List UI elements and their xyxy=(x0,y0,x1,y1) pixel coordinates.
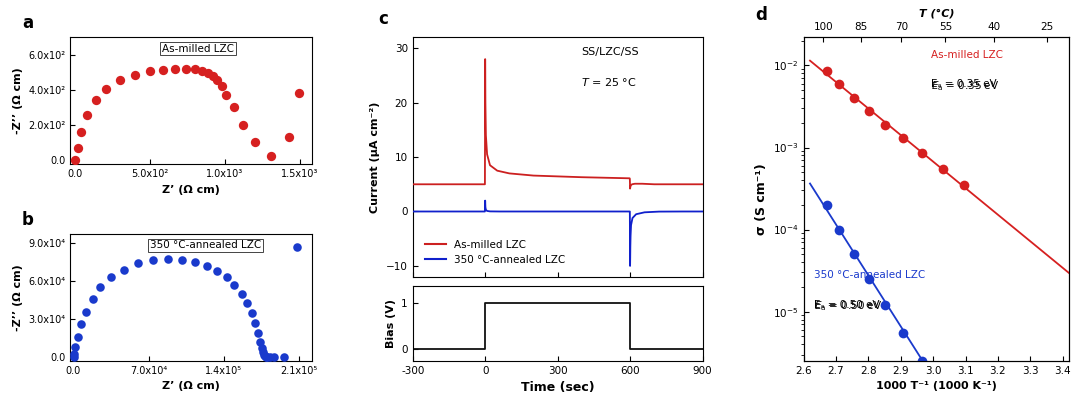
Text: c: c xyxy=(378,10,388,28)
X-axis label: Z’ (Ω cm): Z’ (Ω cm) xyxy=(162,185,220,195)
Point xyxy=(145,257,162,264)
Point xyxy=(200,69,217,76)
Point xyxy=(281,134,298,140)
Point xyxy=(275,353,293,360)
Text: SS/LZC/SS: SS/LZC/SS xyxy=(581,47,638,57)
Point xyxy=(173,256,190,263)
Point xyxy=(256,353,273,359)
Point xyxy=(234,122,252,128)
Point xyxy=(177,65,194,72)
Y-axis label: Bias (V): Bias (V) xyxy=(386,299,395,348)
Point xyxy=(67,156,84,163)
Y-axis label: Current (μA cm⁻²): Current (μA cm⁻²) xyxy=(370,101,380,213)
Text: d: d xyxy=(756,6,768,24)
Point xyxy=(116,266,133,273)
X-axis label: Time (sec): Time (sec) xyxy=(521,381,594,395)
Point xyxy=(208,76,226,83)
Point xyxy=(208,268,226,274)
Point xyxy=(87,97,105,104)
Point xyxy=(103,274,120,281)
Point xyxy=(258,354,275,361)
Point xyxy=(65,354,82,360)
Point xyxy=(126,72,144,78)
Point xyxy=(72,321,90,327)
Point xyxy=(79,112,96,119)
Point xyxy=(72,129,90,135)
Point xyxy=(141,68,159,75)
Point xyxy=(233,290,251,297)
Point xyxy=(69,144,86,151)
Y-axis label: -Z’’ (Ω cm): -Z’’ (Ω cm) xyxy=(13,264,23,331)
Point xyxy=(261,354,279,361)
Point xyxy=(84,295,102,302)
Point xyxy=(266,354,283,361)
Point xyxy=(111,77,129,83)
Point xyxy=(226,281,243,288)
Point xyxy=(291,90,308,97)
Point xyxy=(92,284,109,291)
Point xyxy=(254,349,271,356)
Point xyxy=(288,244,306,250)
Point xyxy=(186,259,203,265)
Text: b: b xyxy=(22,211,33,229)
X-axis label: Z’ (Ω cm): Z’ (Ω cm) xyxy=(162,381,220,391)
Point xyxy=(246,320,264,326)
Text: a: a xyxy=(22,14,33,32)
Point xyxy=(69,334,86,340)
Point xyxy=(159,256,176,263)
Text: 350 °C-annealed LZC: 350 °C-annealed LZC xyxy=(814,271,926,281)
Text: As-milled LZC: As-milled LZC xyxy=(162,44,234,54)
Point xyxy=(239,299,256,306)
Point xyxy=(78,308,95,315)
Point xyxy=(255,352,272,358)
Point xyxy=(213,83,230,90)
Point xyxy=(218,274,235,281)
Point xyxy=(130,260,147,266)
Point xyxy=(217,92,234,98)
Text: $T$ = 25 °C: $T$ = 25 °C xyxy=(581,76,636,88)
Point xyxy=(262,153,280,160)
Point xyxy=(154,66,172,73)
Text: 350 °C-annealed LZC: 350 °C-annealed LZC xyxy=(150,240,261,251)
Point xyxy=(252,339,269,345)
X-axis label: T (°C): T (°C) xyxy=(919,9,954,19)
Point xyxy=(166,66,184,72)
Point xyxy=(204,73,221,79)
Point xyxy=(67,344,84,350)
Point xyxy=(186,66,203,73)
Point xyxy=(246,139,264,146)
Point xyxy=(249,330,267,337)
Point xyxy=(243,310,260,316)
Text: $E_\mathrm{a}$ = 0.35 eV: $E_\mathrm{a}$ = 0.35 eV xyxy=(931,79,999,93)
Text: Eₐ = 0.35 eV: Eₐ = 0.35 eV xyxy=(931,79,997,89)
Text: Eₐ = 0.50 eV: Eₐ = 0.50 eV xyxy=(814,300,879,310)
Point xyxy=(253,345,270,352)
Point xyxy=(257,354,274,360)
Point xyxy=(66,351,83,357)
X-axis label: 1000 T⁻¹ (1000 K⁻¹): 1000 T⁻¹ (1000 K⁻¹) xyxy=(876,381,997,391)
Point xyxy=(97,85,114,92)
Y-axis label: -Z’’ (Ω cm): -Z’’ (Ω cm) xyxy=(13,68,23,134)
Point xyxy=(193,67,211,74)
Text: $E_\mathrm{a}$ = 0.50 eV: $E_\mathrm{a}$ = 0.50 eV xyxy=(814,300,882,313)
Point xyxy=(198,263,215,269)
Text: As-milled LZC: As-milled LZC xyxy=(931,50,1003,60)
Point xyxy=(225,104,242,111)
Y-axis label: σ (S cm⁻¹): σ (S cm⁻¹) xyxy=(755,164,768,235)
Legend: As-milled LZC, 350 °C-annealed LZC: As-milled LZC, 350 °C-annealed LZC xyxy=(421,236,569,269)
